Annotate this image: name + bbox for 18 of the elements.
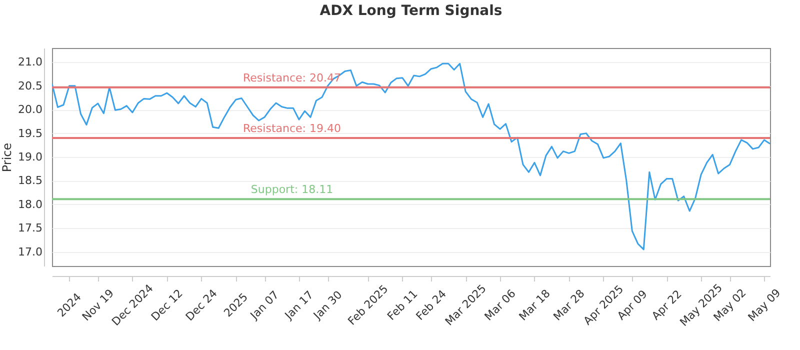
y-tick-label: 18.5	[18, 174, 42, 188]
x-tick-label: Mar 18	[516, 287, 553, 324]
y-tick-label: 19.5	[18, 126, 42, 140]
chart-title: ADX Long Term Signals	[320, 3, 502, 19]
x-tick-label: Jan 30	[310, 288, 345, 323]
x-tick-label: Jan 07	[247, 288, 282, 323]
y-axis-title: Price	[0, 142, 14, 172]
y-tick-label: 17.5	[18, 222, 42, 235]
y-tick-label: 20.5	[18, 79, 42, 92]
y-tick-label: 17.0	[18, 245, 42, 258]
y-tick-label: 18.0	[18, 198, 42, 211]
y-tick-label: 21.0	[18, 56, 42, 69]
y-tick-label: 20.0	[18, 103, 42, 116]
line-series	[52, 62, 770, 250]
ref-line-label: Support: 18.11	[250, 183, 334, 196]
y-tick-label: 19.0	[18, 150, 42, 164]
ref-line-label: Resistance: 19.40	[243, 122, 341, 136]
x-tick-label: Dec 24	[183, 286, 220, 324]
